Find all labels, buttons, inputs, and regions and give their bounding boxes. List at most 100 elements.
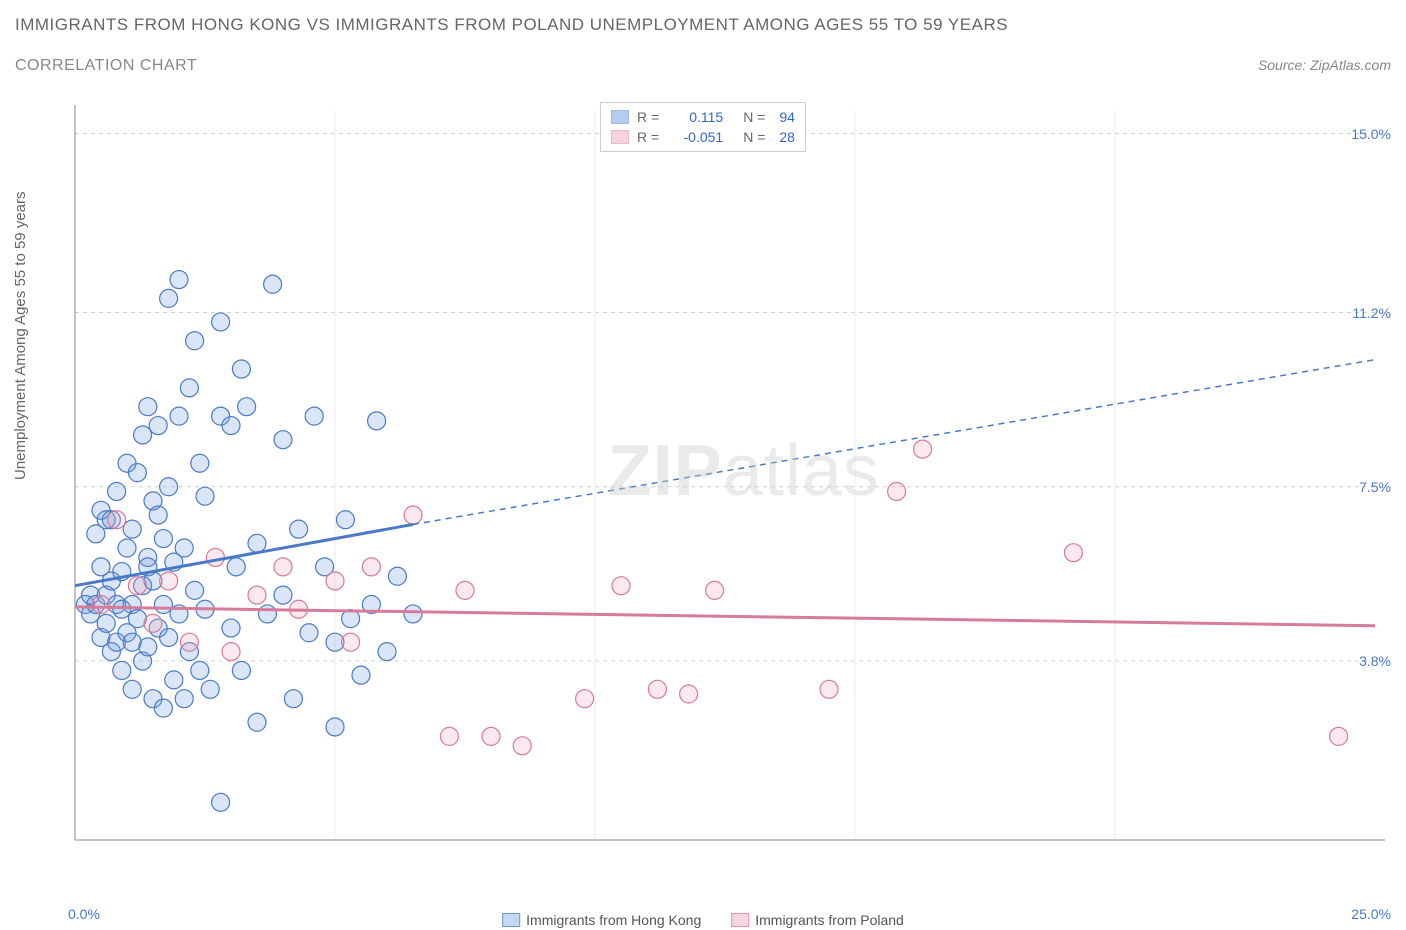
- legend-swatch: [731, 913, 749, 927]
- data-point: [97, 614, 115, 632]
- data-point: [123, 633, 141, 651]
- data-point: [186, 581, 204, 599]
- data-point: [326, 572, 344, 590]
- data-point: [706, 581, 724, 599]
- data-point: [648, 680, 666, 698]
- y-tick-label: 7.5%: [1359, 479, 1391, 495]
- data-point: [914, 440, 932, 458]
- data-point: [160, 628, 178, 646]
- data-point: [336, 511, 354, 529]
- data-point: [149, 506, 167, 524]
- x-tick-max: 25.0%: [1351, 906, 1391, 922]
- data-point: [238, 398, 256, 416]
- data-point: [440, 727, 458, 745]
- data-point: [170, 407, 188, 425]
- data-point: [248, 586, 266, 604]
- data-point: [160, 572, 178, 590]
- data-point: [258, 605, 276, 623]
- data-point: [154, 530, 172, 548]
- data-point: [290, 520, 308, 538]
- legend-item: Immigrants from Hong Kong: [502, 912, 701, 928]
- data-point: [113, 600, 131, 618]
- data-point: [123, 680, 141, 698]
- x-tick-min: 0.0%: [68, 906, 100, 922]
- data-point: [274, 586, 292, 604]
- data-point: [362, 558, 380, 576]
- data-point: [274, 558, 292, 576]
- legend-swatch: [502, 913, 520, 927]
- data-point: [191, 661, 209, 679]
- data-point: [222, 643, 240, 661]
- data-point: [212, 313, 230, 331]
- r-label: R =: [637, 129, 659, 145]
- data-point: [175, 539, 193, 557]
- data-point: [186, 332, 204, 350]
- data-point: [212, 793, 230, 811]
- source-attribution: Source: ZipAtlas.com: [1258, 57, 1391, 73]
- r-label: R =: [637, 109, 659, 125]
- data-point: [206, 548, 224, 566]
- data-point: [232, 360, 250, 378]
- data-point: [352, 666, 370, 684]
- data-point: [128, 464, 146, 482]
- y-tick-label: 15.0%: [1351, 126, 1391, 142]
- legend-row: R = -0.051 N = 28: [611, 127, 795, 147]
- data-point: [165, 671, 183, 689]
- data-point: [222, 619, 240, 637]
- data-point: [160, 478, 178, 496]
- data-point: [326, 718, 344, 736]
- data-point: [1064, 544, 1082, 562]
- data-point: [404, 506, 422, 524]
- data-point: [180, 633, 198, 651]
- data-point: [482, 727, 500, 745]
- data-point: [284, 690, 302, 708]
- data-point: [404, 605, 422, 623]
- r-value: 0.115: [673, 109, 723, 125]
- data-point: [139, 398, 157, 416]
- data-point: [888, 482, 906, 500]
- y-tick-label: 3.8%: [1359, 653, 1391, 669]
- data-point: [128, 577, 146, 595]
- data-point: [274, 431, 292, 449]
- data-point: [222, 417, 240, 435]
- data-point: [248, 713, 266, 731]
- data-point: [154, 699, 172, 717]
- data-point: [513, 737, 531, 755]
- legend-swatch: [611, 130, 629, 144]
- data-point: [170, 271, 188, 289]
- data-point: [175, 690, 193, 708]
- data-point: [154, 596, 172, 614]
- n-label: N =: [743, 109, 765, 125]
- data-point: [108, 482, 126, 500]
- data-point: [612, 577, 630, 595]
- data-point: [160, 289, 178, 307]
- data-point: [201, 680, 219, 698]
- data-point: [92, 596, 110, 614]
- y-axis-label: Unemployment Among Ages 55 to 59 years: [12, 191, 29, 480]
- data-point: [1330, 727, 1348, 745]
- n-label: N =: [743, 129, 765, 145]
- chart-subtitle: CORRELATION CHART: [15, 57, 197, 75]
- data-point: [248, 534, 266, 552]
- data-point: [108, 511, 126, 529]
- data-point: [264, 275, 282, 293]
- n-value: 28: [779, 129, 795, 145]
- data-point: [368, 412, 386, 430]
- data-point: [388, 567, 406, 585]
- data-point: [118, 539, 136, 557]
- legend-label: Immigrants from Hong Kong: [526, 912, 701, 928]
- data-point: [123, 520, 141, 538]
- data-point: [134, 426, 152, 444]
- data-point: [232, 661, 250, 679]
- data-point: [149, 417, 167, 435]
- chart-title: IMMIGRANTS FROM HONG KONG VS IMMIGRANTS …: [15, 15, 1391, 35]
- data-point: [113, 661, 131, 679]
- y-tick-label: 11.2%: [1352, 305, 1391, 321]
- data-point: [378, 643, 396, 661]
- series-legend: Immigrants from Hong KongImmigrants from…: [502, 912, 904, 928]
- correlation-legend: R =0.115N =94R =-0.051N =28: [600, 102, 806, 152]
- data-point: [680, 685, 698, 703]
- r-value: -0.051: [673, 129, 723, 145]
- data-point: [305, 407, 323, 425]
- data-point: [576, 690, 594, 708]
